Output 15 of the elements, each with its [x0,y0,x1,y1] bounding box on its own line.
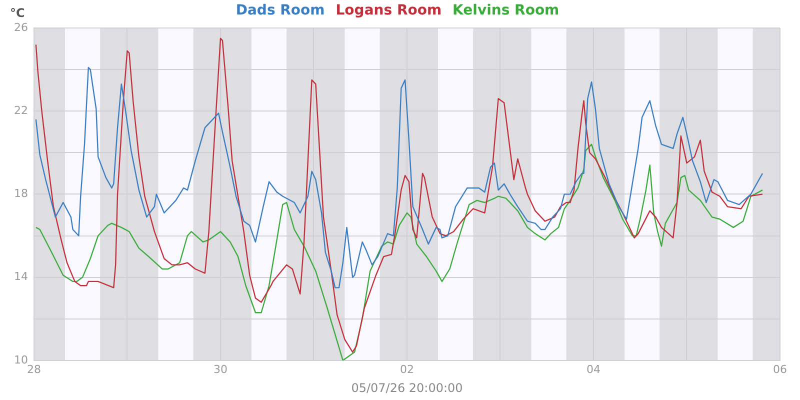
x-tick-label: 28 [26,362,41,376]
x-tick-label: 30 [214,362,228,376]
x-tick-label: 02 [400,362,414,376]
x-tick-label: 06 [773,362,787,376]
text: Dads Room [236,2,325,19]
y-axis-title: °C [10,6,25,20]
y-tick-label: 22 [14,104,28,117]
y-tick-label: 14 [14,270,28,284]
text: Logans Room [336,2,442,19]
x-tick-label: 04 [586,362,600,376]
y-tick-label: 18 [14,187,28,200]
y-tick-label: 10 [14,353,28,366]
y-tick-label: 26 [14,20,28,34]
x-axis-title: 05/07/26 20:00:00 [351,380,463,395]
text: Kelvins Room [452,2,560,19]
